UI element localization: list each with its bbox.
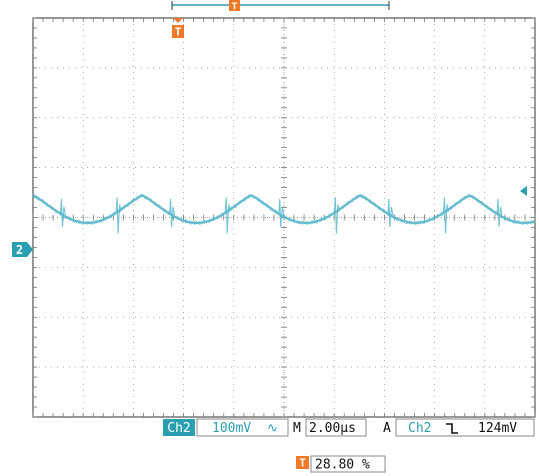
trigger-position-label: T [175, 26, 182, 39]
trigger-readout-box[interactable] [310, 455, 386, 473]
timebase-box[interactable] [305, 418, 367, 437]
switching-spike [59, 198, 67, 227]
waveform-line [32, 193, 536, 225]
switching-spike [115, 197, 122, 234]
trigger-source: Ch2 [408, 421, 431, 436]
trigger-level: 124mV [478, 421, 517, 436]
trigger-readout-icon: T [299, 457, 306, 470]
channel-badge-label: Ch2 [167, 421, 190, 436]
record-trigger-label: T [231, 2, 237, 13]
switching-spike [224, 197, 231, 234]
switching-spike [278, 198, 285, 227]
record-trigger-icon: T [229, 0, 240, 13]
trigger-readout: T 28.80 % [296, 455, 386, 473]
trigger-box[interactable] [395, 418, 535, 437]
timebase-prefix: M [293, 421, 301, 436]
trigger-level-arrow-icon[interactable] [520, 186, 527, 196]
channel-2-marker-label: 2 [16, 243, 23, 257]
record-position-bar [171, 1, 390, 10]
switching-spike [442, 197, 450, 234]
channel-2-marker[interactable]: 2 [12, 242, 33, 257]
vertical-scale: 100mV [212, 421, 251, 436]
switching-spike [169, 198, 176, 227]
status-bar: Ch2 100mV ∿ M 2.00µs A Ch2 124mV [163, 418, 535, 437]
switching-spike [387, 198, 394, 227]
switching-spike [333, 197, 340, 234]
trigger-prefix: A [383, 421, 391, 436]
switching-spike [496, 198, 503, 227]
scale-box[interactable] [196, 418, 289, 437]
graticule-grid [32, 17, 536, 418]
channel-badge[interactable] [163, 419, 195, 436]
waveform-trace [32, 193, 536, 234]
falling-edge-slope-icon [446, 423, 458, 434]
timebase-value: 2.00µs [309, 421, 356, 436]
trigger-readout-value: 28.80 % [315, 458, 370, 473]
trigger-position-icon[interactable]: T [172, 18, 184, 39]
coupling-symbol-icon: ∿ [267, 421, 278, 436]
